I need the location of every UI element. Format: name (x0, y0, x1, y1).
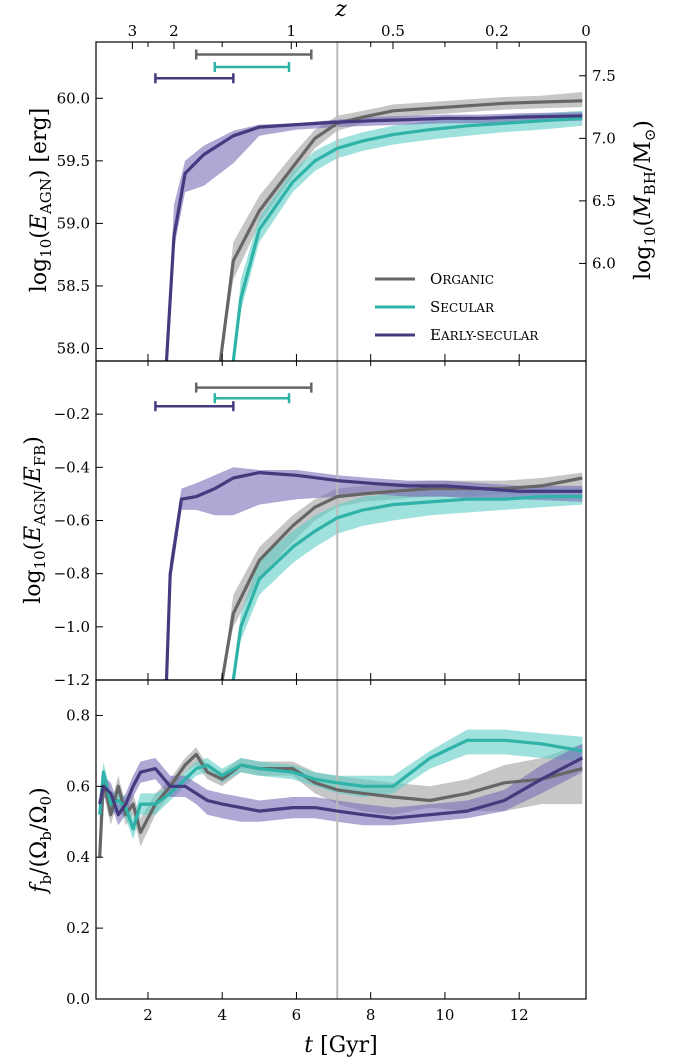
top-panel-ylabel: log10(EAGN) [erg] (27, 108, 55, 292)
z-tick-label: 3 (128, 22, 138, 40)
top-panel-right-ylabel: log10(MBH/M⊙) (631, 120, 659, 280)
line-early-secular-mid (164, 471, 583, 680)
line-secular-top (231, 116, 583, 361)
ytick-label-bot: 0.4 (66, 848, 90, 866)
z-tick-label: 2 (169, 22, 179, 40)
ytick-label-bot: 0.0 (66, 990, 90, 1008)
xtick-label: 12 (510, 1006, 529, 1024)
middle-panel-lines (164, 471, 583, 680)
xtick-label: 10 (435, 1006, 454, 1024)
ytick-label-top: 58.0 (57, 339, 90, 357)
ytick-label-mid: −0.6 (54, 512, 90, 530)
top-panel-lines (164, 99, 583, 361)
band-secular-top (233, 110, 583, 361)
xtick-label: 4 (217, 1006, 227, 1024)
ytick-label-mid: −0.8 (54, 565, 90, 583)
legend-label-early-secular: EARLY-SECULAR (430, 326, 539, 344)
legend: ORGANIC SECULAR EARLY-SECULAR (375, 270, 539, 344)
ytick-label-top: 60.0 (57, 89, 90, 107)
line-secular-mid (231, 495, 583, 680)
ytick-label-mid: −0.2 (54, 405, 90, 423)
ytick-label-top: 59.0 (57, 214, 90, 232)
ytick-label-bot: 0.8 (66, 706, 90, 724)
ytick-label-mid: −0.4 (54, 458, 90, 476)
ytick-label-bot: 0.2 (66, 919, 90, 937)
bottom-panel-xlabel: t [Gyr] (304, 1033, 378, 1058)
bottom-panel-lines (98, 738, 584, 858)
right-ytick-label-top: 7.5 (592, 67, 616, 85)
line-early-secular-bot (98, 756, 584, 820)
interval-bars (154, 49, 313, 412)
line-organic-bot (98, 752, 583, 858)
ytick-label-mid: −1.0 (54, 618, 90, 636)
xtick-label: 8 (366, 1006, 376, 1024)
z-tick-label: 1 (286, 22, 296, 40)
xtick-label: 6 (292, 1006, 302, 1024)
line-early-secular-top (164, 114, 583, 361)
ytick-label-mid: −1.2 (54, 671, 90, 689)
band-early-secular-top (166, 112, 583, 361)
line-secular-bot (98, 738, 583, 831)
middle-panel-bands (166, 467, 583, 680)
axis-ticks: 58.058.559.059.560.06.06.57.07.5−1.2−1.0… (54, 22, 616, 1024)
legend-label-secular: SECULAR (430, 298, 495, 316)
legend-label-organic: ORGANIC (430, 270, 494, 288)
top-axis-label: z (334, 0, 347, 22)
ytick-label-top: 58.5 (57, 277, 90, 295)
xtick-label: 2 (143, 1006, 153, 1024)
middle-panel-ylabel: log10(EAGN/EFB) (21, 436, 49, 604)
band-early-secular-mid (166, 467, 583, 680)
z-tick-label: 0.2 (485, 22, 509, 40)
z-tick-label: 0.5 (381, 22, 405, 40)
right-ytick-label-top: 6.0 (592, 254, 616, 272)
line-organic-top (218, 99, 583, 361)
bottom-panel-frame (95, 679, 587, 1000)
right-ytick-label-top: 7.0 (592, 129, 616, 147)
top-panel-bands (166, 92, 583, 361)
band-secular-mid (233, 488, 583, 680)
bottom-panel-ylabel: fb/(Ωb/Ω0) (27, 787, 55, 894)
ytick-label-top: 59.5 (57, 152, 90, 170)
z-tick-label: 0 (581, 22, 591, 40)
line-organic-mid (220, 476, 583, 680)
right-ytick-label-top: 6.5 (592, 192, 616, 210)
ytick-label-bot: 0.6 (66, 777, 90, 795)
